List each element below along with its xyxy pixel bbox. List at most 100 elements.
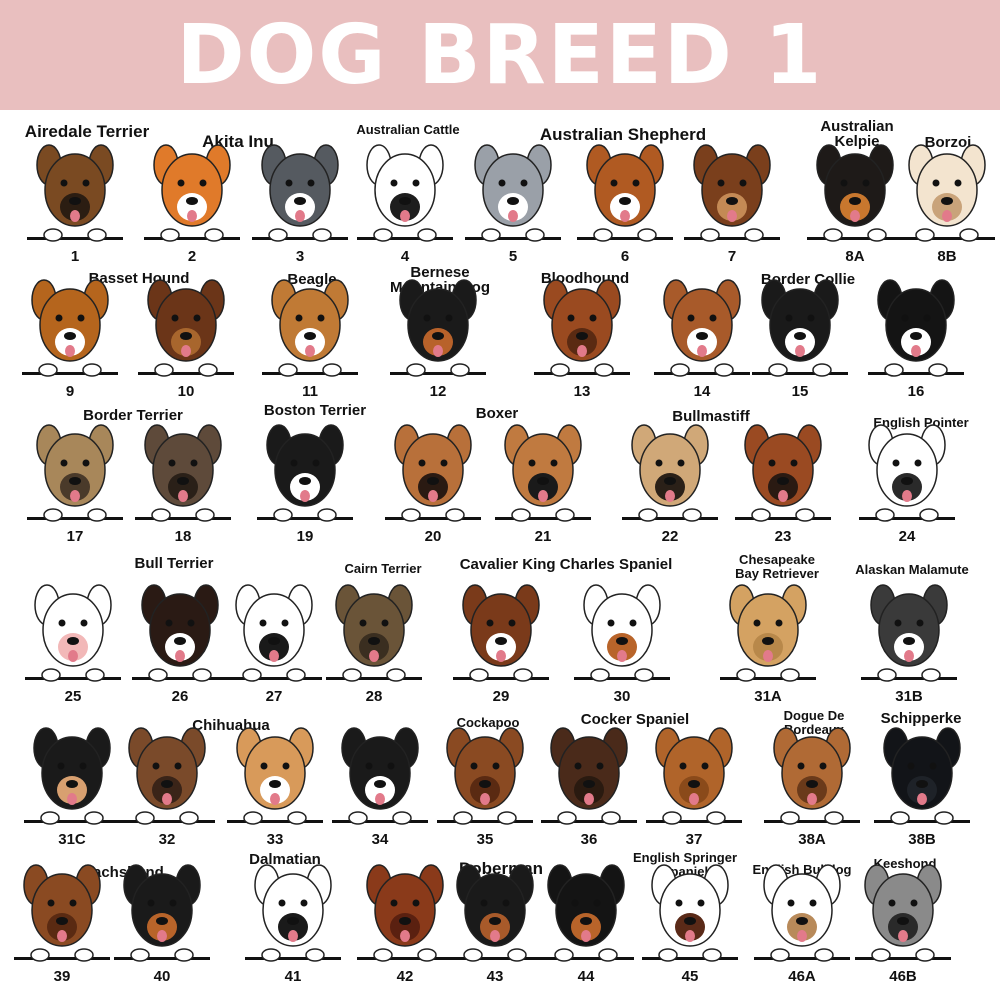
dog-number: 33 xyxy=(266,831,284,848)
ground-line xyxy=(642,957,738,960)
dog-paw-left xyxy=(700,228,720,242)
dog-head-icon xyxy=(622,424,718,522)
dog-paw-left xyxy=(38,363,58,377)
ground-line xyxy=(577,237,673,240)
dog-paw-right xyxy=(87,228,107,242)
dog-face xyxy=(155,288,217,362)
breed-label: Chesapeake Bay Retriever xyxy=(735,553,819,581)
dog-nose xyxy=(177,477,189,485)
dog-face xyxy=(769,288,831,362)
dog-tongue xyxy=(807,793,817,805)
dog-muzzle xyxy=(290,473,320,501)
dog-nose xyxy=(186,197,198,205)
ground-line xyxy=(764,820,860,823)
breed-label: Alaskan Malamute xyxy=(855,563,968,577)
ground-line xyxy=(495,517,591,520)
dog-face xyxy=(279,288,341,362)
dog-eye-right xyxy=(79,762,87,770)
dog-tongue xyxy=(538,490,548,502)
dog-eye-left xyxy=(60,459,68,467)
dog-tongue xyxy=(428,490,438,502)
dog-muzzle xyxy=(888,913,918,941)
dog-illustration-39: 39 xyxy=(12,855,112,985)
dog-face xyxy=(243,593,305,667)
dog-tongue xyxy=(620,210,630,222)
dog-eye-left xyxy=(58,619,66,627)
dog-face xyxy=(44,153,106,227)
dog-paw-right xyxy=(959,228,979,242)
dog-eye-right xyxy=(445,314,453,322)
dog-paw-right xyxy=(287,811,307,825)
dog-muzzle xyxy=(607,633,637,661)
breed-label-line: Bay Retriever xyxy=(735,566,819,581)
dog-number: 32 xyxy=(158,831,176,848)
dog-face xyxy=(244,736,306,810)
dog-paw-left xyxy=(342,668,362,682)
dog-nose xyxy=(180,332,192,340)
dog-nose xyxy=(368,637,380,645)
dog-number: 11 xyxy=(302,383,318,400)
dog-face xyxy=(885,288,947,362)
dog-nose xyxy=(294,197,306,205)
dog-paw-left xyxy=(40,811,60,825)
dog-face xyxy=(470,593,532,667)
dog-muzzle xyxy=(687,328,717,356)
ground-line xyxy=(534,372,630,375)
dog-illustration-3: 3 xyxy=(250,135,350,265)
dog-eye-left xyxy=(768,459,776,467)
dog-paw-right xyxy=(195,508,215,522)
dog-eye-right xyxy=(739,179,747,187)
dog-muzzle xyxy=(480,913,510,941)
dog-muzzle xyxy=(892,473,922,501)
dog-number: 45 xyxy=(681,968,699,985)
dog-tongue xyxy=(665,490,675,502)
dog-muzzle xyxy=(147,913,177,941)
dog-illustration-42: 42 xyxy=(355,855,455,985)
dog-eye-right xyxy=(550,459,558,467)
dog-nose xyxy=(399,197,411,205)
dog-tongue xyxy=(68,650,78,662)
dog-number: 30 xyxy=(613,688,631,705)
dog-number: 27 xyxy=(265,688,283,705)
dog-number: 23 xyxy=(774,528,792,545)
dog-number: 38A xyxy=(798,831,826,848)
dog-eye-right xyxy=(807,314,815,322)
dog-paw-left xyxy=(557,811,577,825)
dog-paw-left xyxy=(658,948,678,962)
dog-paw-left xyxy=(278,363,298,377)
dog-number: 31A xyxy=(754,688,782,705)
dog-tongue xyxy=(70,210,80,222)
dog-head-icon xyxy=(144,144,240,242)
dog-number: 20 xyxy=(424,528,442,545)
dog-paw-left xyxy=(768,363,788,377)
dog-tongue xyxy=(270,793,280,805)
breed-label: Dogue De Bordeaux xyxy=(784,709,845,737)
dog-number: 24 xyxy=(898,528,916,545)
dog-illustration-16: 16 xyxy=(866,270,966,400)
dog-eye-left xyxy=(610,179,618,187)
dog-paw-left xyxy=(481,228,501,242)
dog-head-icon xyxy=(27,424,123,522)
dog-tongue xyxy=(942,210,952,222)
dog-paw-right xyxy=(525,228,545,242)
dog-nose xyxy=(287,917,299,925)
dog-eye-right xyxy=(819,762,827,770)
dog-paw-right xyxy=(392,811,412,825)
dog-face xyxy=(161,153,223,227)
dog-paw-right xyxy=(204,228,224,242)
dog-eye-right xyxy=(307,179,315,187)
dog-illustration-31A: 31A xyxy=(718,575,818,705)
dog-eye-right xyxy=(69,899,77,907)
dog-paw-right xyxy=(386,668,406,682)
dog-illustration-7: 7 xyxy=(682,135,782,265)
dog-eye-right xyxy=(632,179,640,187)
dog-illustration-8B: 8B xyxy=(897,135,997,265)
dog-eye-right xyxy=(77,314,85,322)
dog-paw-left xyxy=(890,811,910,825)
dog-paw-right xyxy=(598,948,618,962)
dog-eye-right xyxy=(199,179,207,187)
ground-line xyxy=(332,820,428,823)
dog-nose xyxy=(64,332,76,340)
dog-face xyxy=(41,736,103,810)
dog-face xyxy=(343,593,405,667)
